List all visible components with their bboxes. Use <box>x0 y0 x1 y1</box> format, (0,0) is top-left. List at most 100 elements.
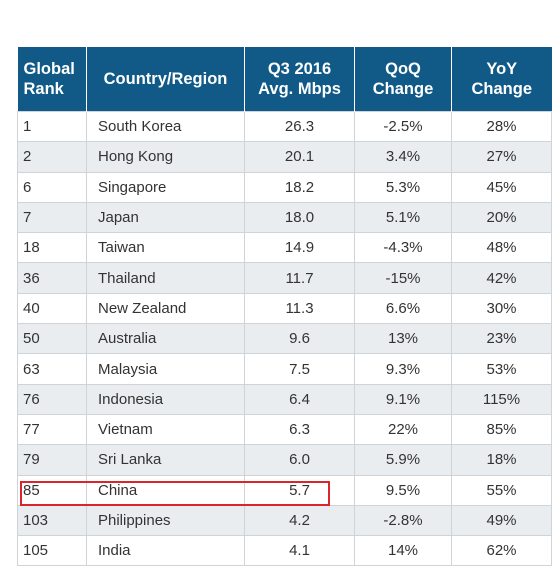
cell-yoy-change: 62% <box>451 535 552 567</box>
cell-global-rank: 77 <box>17 413 87 446</box>
table-body: 1 South Korea 26.3 -2.5% 28% 2 Hong Kong 20.1 3.… <box>17 110 552 567</box>
cell-avg-mbps: 9.6 <box>244 323 355 355</box>
cell-qoq-change: -4.3% <box>354 232 452 264</box>
header-line: Global <box>23 60 75 78</box>
cell-country-region: Singapore <box>86 171 245 203</box>
cell-global-rank: 105 <box>17 535 87 567</box>
cell-country-region: Malaysia <box>86 353 245 385</box>
table-row: 50 Australia 9.6 13% 23% <box>17 323 552 355</box>
cell-global-rank: 79 <box>17 444 87 476</box>
header-line: Change <box>471 80 532 98</box>
table-row: 2 Hong Kong 20.1 3.4% 27% <box>17 141 552 173</box>
cell-global-rank: 1 <box>17 110 87 143</box>
table-row: 76 Indonesia 6.4 9.1% 115% <box>17 383 552 415</box>
cell-avg-mbps: 4.2 <box>244 504 355 537</box>
table-row: 18 Taiwan 14.9 -4.3% 48% <box>17 232 552 264</box>
cell-qoq-change: 6.6% <box>354 292 452 325</box>
cell-avg-mbps: 18.0 <box>244 201 355 234</box>
cell-yoy-change: 42% <box>451 262 552 294</box>
table-row: 40 New Zealand 11.3 6.6% 30% <box>17 292 552 325</box>
speed-ranking-table-container: Global Rank Country/Region Q3 2016 Avg. … <box>17 47 552 567</box>
header-qoq-change: QoQ Change <box>354 47 452 112</box>
header-line: Change <box>372 80 434 98</box>
cell-yoy-change: 48% <box>451 232 552 264</box>
cell-global-rank: 36 <box>17 262 87 294</box>
table-row: 1 South Korea 26.3 -2.5% 28% <box>17 110 552 143</box>
cell-yoy-change: 23% <box>451 323 552 355</box>
cell-country-region: Taiwan <box>86 232 245 264</box>
header-line: Country/Region <box>103 70 228 88</box>
table-row: 85 China 5.7 9.5% 55% <box>17 474 552 506</box>
cell-avg-mbps: 5.7 <box>244 474 355 506</box>
cell-qoq-change: -2.8% <box>354 504 452 537</box>
header-line: QoQ <box>385 60 421 78</box>
cell-country-region: Australia <box>86 323 245 355</box>
cell-global-rank: 85 <box>17 474 87 506</box>
cell-qoq-change: 9.3% <box>354 353 452 385</box>
cell-country-region: China <box>86 474 245 506</box>
table-row: 103 Philippines 4.2 -2.8% 49% <box>17 504 552 537</box>
cell-yoy-change: 18% <box>451 444 552 476</box>
table-header: Global Rank Country/Region Q3 2016 Avg. … <box>17 47 552 112</box>
cell-avg-mbps: 6.3 <box>244 413 355 446</box>
cell-global-rank: 2 <box>17 141 87 173</box>
cell-global-rank: 18 <box>17 232 87 264</box>
cell-avg-mbps: 6.0 <box>244 444 355 476</box>
cell-yoy-change: 55% <box>451 474 552 506</box>
cell-yoy-change: 30% <box>451 292 552 325</box>
cell-qoq-change: -2.5% <box>354 110 452 143</box>
speed-ranking-table: Global Rank Country/Region Q3 2016 Avg. … <box>17 47 552 567</box>
cell-yoy-change: 115% <box>451 383 552 415</box>
header-global-rank: Global Rank <box>17 47 87 112</box>
cell-country-region: India <box>86 535 245 567</box>
cell-global-rank: 6 <box>17 171 87 203</box>
header-country-region: Country/Region <box>86 47 245 112</box>
header-line: Q3 2016 <box>267 60 332 78</box>
cell-country-region: Thailand <box>86 262 245 294</box>
cell-qoq-change: 22% <box>354 413 452 446</box>
cell-qoq-change: 5.3% <box>354 171 452 203</box>
table-row: 105 India 4.1 14% 62% <box>17 535 552 567</box>
cell-yoy-change: 53% <box>451 353 552 385</box>
cell-qoq-change: 5.9% <box>354 444 452 476</box>
cell-yoy-change: 85% <box>451 413 552 446</box>
cell-qoq-change: 14% <box>354 535 452 567</box>
cell-avg-mbps: 14.9 <box>244 232 355 264</box>
cell-avg-mbps: 20.1 <box>244 141 355 173</box>
cell-country-region: Indonesia <box>86 383 245 415</box>
cell-qoq-change: 5.1% <box>354 201 452 234</box>
cell-global-rank: 76 <box>17 383 87 415</box>
cell-avg-mbps: 11.3 <box>244 292 355 325</box>
cell-global-rank: 103 <box>17 504 87 537</box>
cell-global-rank: 50 <box>17 323 87 355</box>
cell-country-region: Philippines <box>86 504 245 537</box>
cell-country-region: Hong Kong <box>86 141 245 173</box>
table-row: 36 Thailand 11.7 -15% 42% <box>17 262 552 294</box>
cell-avg-mbps: 6.4 <box>244 383 355 415</box>
cell-global-rank: 7 <box>17 201 87 234</box>
table-row: 77 Vietnam 6.3 22% 85% <box>17 413 552 446</box>
cell-avg-mbps: 18.2 <box>244 171 355 203</box>
header-avg-mbps: Q3 2016 Avg. Mbps <box>244 47 355 112</box>
table-row: 63 Malaysia 7.5 9.3% 53% <box>17 353 552 385</box>
cell-yoy-change: 20% <box>451 201 552 234</box>
header-line: Rank <box>23 80 64 98</box>
cell-yoy-change: 28% <box>451 110 552 143</box>
cell-qoq-change: 9.5% <box>354 474 452 506</box>
table-row: 7 Japan 18.0 5.1% 20% <box>17 201 552 234</box>
header-line: YoY <box>486 60 518 78</box>
table-row: 6 Singapore 18.2 5.3% 45% <box>17 171 552 203</box>
cell-country-region: Vietnam <box>86 413 245 446</box>
cell-avg-mbps: 11.7 <box>244 262 355 294</box>
cell-country-region: Sri Lanka <box>86 444 245 476</box>
cell-yoy-change: 27% <box>451 141 552 173</box>
cell-avg-mbps: 26.3 <box>244 110 355 143</box>
cell-qoq-change: 9.1% <box>354 383 452 415</box>
cell-qoq-change: 3.4% <box>354 141 452 173</box>
cell-country-region: New Zealand <box>86 292 245 325</box>
cell-yoy-change: 45% <box>451 171 552 203</box>
cell-global-rank: 40 <box>17 292 87 325</box>
header-yoy-change: YoY Change <box>451 47 552 112</box>
cell-avg-mbps: 4.1 <box>244 535 355 567</box>
cell-qoq-change: -15% <box>354 262 452 294</box>
